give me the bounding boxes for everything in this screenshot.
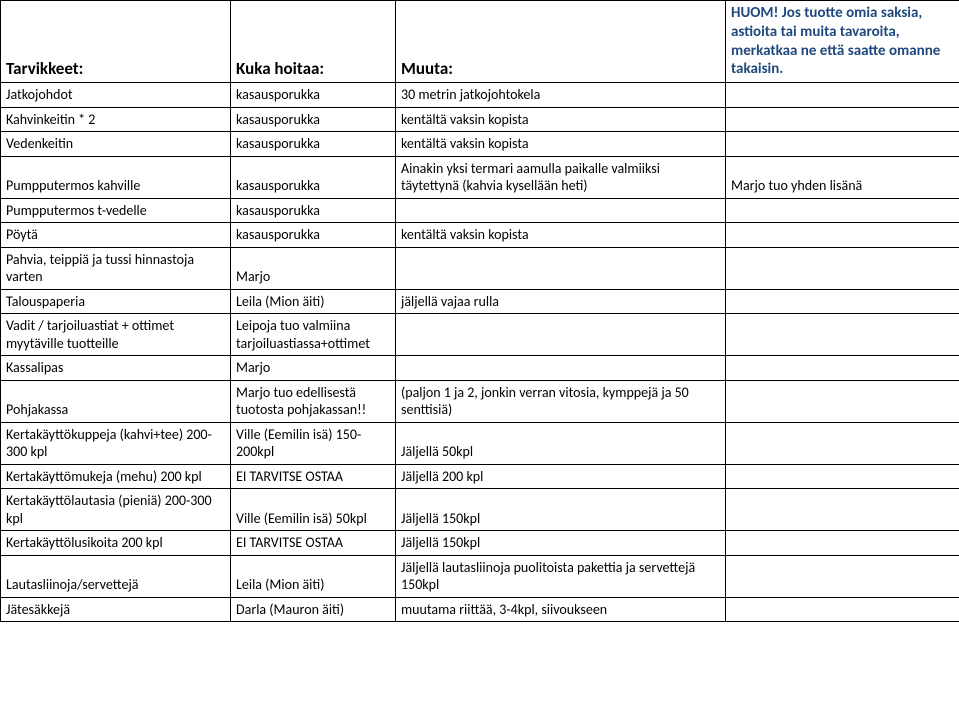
cell-c3: Jäljellä 150kpl: [396, 489, 726, 531]
cell-c1: Kassalipas: [1, 356, 231, 381]
cell-c3: muutama riittää, 3-4kpl, siivoukseen: [396, 597, 726, 622]
cell-c1: Kahvinkeitin * 2: [1, 107, 231, 132]
cell-c2: kasausporukka: [231, 156, 396, 198]
cell-c4: [726, 531, 959, 556]
cell-c2: Marjo: [231, 247, 396, 289]
cell-c2: EI TARVITSE OSTAA: [231, 464, 396, 489]
header-kuka-hoitaa: Kuka hoitaa:: [231, 1, 396, 83]
cell-c2: kasausporukka: [231, 223, 396, 248]
table-row: Pumpputermos kahvillekasausporukkaAinaki…: [1, 156, 959, 198]
table-row: PohjakassaMarjo tuo edellisestä tuotosta…: [1, 380, 959, 422]
table-row: Vedenkeitinkasausporukkakentältä vaksin …: [1, 132, 959, 157]
cell-c3: kentältä vaksin kopista: [396, 107, 726, 132]
cell-c4: [726, 289, 959, 314]
cell-c3: Jäljellä lautasliinoja puolitoista paket…: [396, 555, 726, 597]
cell-c1: Jatkojohdot: [1, 83, 231, 108]
cell-c3: jäljellä vajaa rulla: [396, 289, 726, 314]
table-row: Kertakäyttökuppeja (kahvi+tee) 200-300 k…: [1, 422, 959, 464]
table-row: Pöytäkasausporukkakentältä vaksin kopist…: [1, 223, 959, 248]
cell-c2: Marjo: [231, 356, 396, 381]
cell-c1: Pahvia, teippiä ja tussi hinnastoja vart…: [1, 247, 231, 289]
cell-c3: [396, 356, 726, 381]
cell-c4: [726, 198, 959, 223]
cell-c1: Kertakäyttölautasia (pieniä) 200-300 kpl: [1, 489, 231, 531]
cell-c3: Jäljellä 50kpl: [396, 422, 726, 464]
cell-c1: Jätesäkkejä: [1, 597, 231, 622]
cell-c2: kasausporukka: [231, 83, 396, 108]
cell-c1: Kertakäyttömukeja (mehu) 200 kpl: [1, 464, 231, 489]
table-row: TalouspaperiaLeila (Mion äiti)jäljellä v…: [1, 289, 959, 314]
table-row: Kertakäyttömukeja (mehu) 200 kplEI TARVI…: [1, 464, 959, 489]
header-note: HUOM! Jos tuotte omia saksia, astioita t…: [726, 1, 959, 83]
cell-c3: [396, 198, 726, 223]
cell-c4: [726, 107, 959, 132]
cell-c4: [726, 132, 959, 157]
cell-c4: [726, 314, 959, 356]
cell-c2: Ville (Eemilin isä) 150-200kpl: [231, 422, 396, 464]
table-row: Pumpputermos t-vedellekasausporukka: [1, 198, 959, 223]
cell-c3: Jäljellä 200 kpl: [396, 464, 726, 489]
cell-c2: Leila (Mion äiti): [231, 555, 396, 597]
cell-c3: Jäljellä 150kpl: [396, 531, 726, 556]
table-row: KassalipasMarjo: [1, 356, 959, 381]
cell-c4: [726, 83, 959, 108]
table-body: Jatkojohdotkasausporukka30 metrin jatkoj…: [1, 83, 959, 622]
cell-c2: Marjo tuo edellisestä tuotosta pohjakass…: [231, 380, 396, 422]
cell-c4: [726, 464, 959, 489]
cell-c2: Darla (Mauron äiti): [231, 597, 396, 622]
cell-c3: 30 metrin jatkojohtokela: [396, 83, 726, 108]
cell-c1: Vedenkeitin: [1, 132, 231, 157]
table-row: Kertakäyttölautasia (pieniä) 200-300 kpl…: [1, 489, 959, 531]
cell-c1: Vadit / tarjoiluastiat + ottimet myytävi…: [1, 314, 231, 356]
cell-c1: Pohjakassa: [1, 380, 231, 422]
cell-c2: Leila (Mion äiti): [231, 289, 396, 314]
cell-c2: Leipoja tuo valmiina tarjoiluastiassa+ot…: [231, 314, 396, 356]
supplies-table: Tarvikkeet: Kuka hoitaa: Muuta: HUOM! Jo…: [0, 0, 959, 622]
spreadsheet-table: Tarvikkeet: Kuka hoitaa: Muuta: HUOM! Jo…: [0, 0, 959, 622]
table-row: Pahvia, teippiä ja tussi hinnastoja vart…: [1, 247, 959, 289]
header-muuta: Muuta:: [396, 1, 726, 83]
cell-c4: [726, 247, 959, 289]
table-row: Kertakäyttölusikoita 200 kplEI TARVITSE …: [1, 531, 959, 556]
cell-c1: Pumpputermos t-vedelle: [1, 198, 231, 223]
cell-c3: [396, 314, 726, 356]
header-row: Tarvikkeet: Kuka hoitaa: Muuta: HUOM! Jo…: [1, 1, 959, 83]
table-row: JätesäkkejäDarla (Mauron äiti)muutama ri…: [1, 597, 959, 622]
cell-c1: Kertakäyttölusikoita 200 kpl: [1, 531, 231, 556]
cell-c1: Pumpputermos kahville: [1, 156, 231, 198]
cell-c2: kasausporukka: [231, 198, 396, 223]
cell-c2: kasausporukka: [231, 107, 396, 132]
cell-c4: [726, 380, 959, 422]
cell-c3: kentältä vaksin kopista: [396, 223, 726, 248]
cell-c2: EI TARVITSE OSTAA: [231, 531, 396, 556]
cell-c1: Pöytä: [1, 223, 231, 248]
table-row: Lautasliinoja/servettejäLeila (Mion äiti…: [1, 555, 959, 597]
cell-c4: [726, 597, 959, 622]
table-row: Kahvinkeitin * 2kasausporukkakentältä va…: [1, 107, 959, 132]
cell-c2: kasausporukka: [231, 132, 396, 157]
cell-c3: (paljon 1 ja 2, jonkin verran vitosia, k…: [396, 380, 726, 422]
cell-c3: Ainakin yksi termari aamulla paikalle va…: [396, 156, 726, 198]
cell-c4: [726, 422, 959, 464]
cell-c4: [726, 489, 959, 531]
cell-c1: Kertakäyttökuppeja (kahvi+tee) 200-300 k…: [1, 422, 231, 464]
cell-c4: [726, 223, 959, 248]
cell-c1: Lautasliinoja/servettejä: [1, 555, 231, 597]
cell-c3: kentältä vaksin kopista: [396, 132, 726, 157]
cell-c4: Marjo tuo yhden lisänä: [726, 156, 959, 198]
cell-c4: [726, 555, 959, 597]
cell-c4: [726, 356, 959, 381]
cell-c3: [396, 247, 726, 289]
header-tarvikkeet: Tarvikkeet:: [1, 1, 231, 83]
cell-c1: Talouspaperia: [1, 289, 231, 314]
table-row: Vadit / tarjoiluastiat + ottimet myytävi…: [1, 314, 959, 356]
table-row: Jatkojohdotkasausporukka30 metrin jatkoj…: [1, 83, 959, 108]
cell-c2: Ville (Eemilin isä) 50kpl: [231, 489, 396, 531]
